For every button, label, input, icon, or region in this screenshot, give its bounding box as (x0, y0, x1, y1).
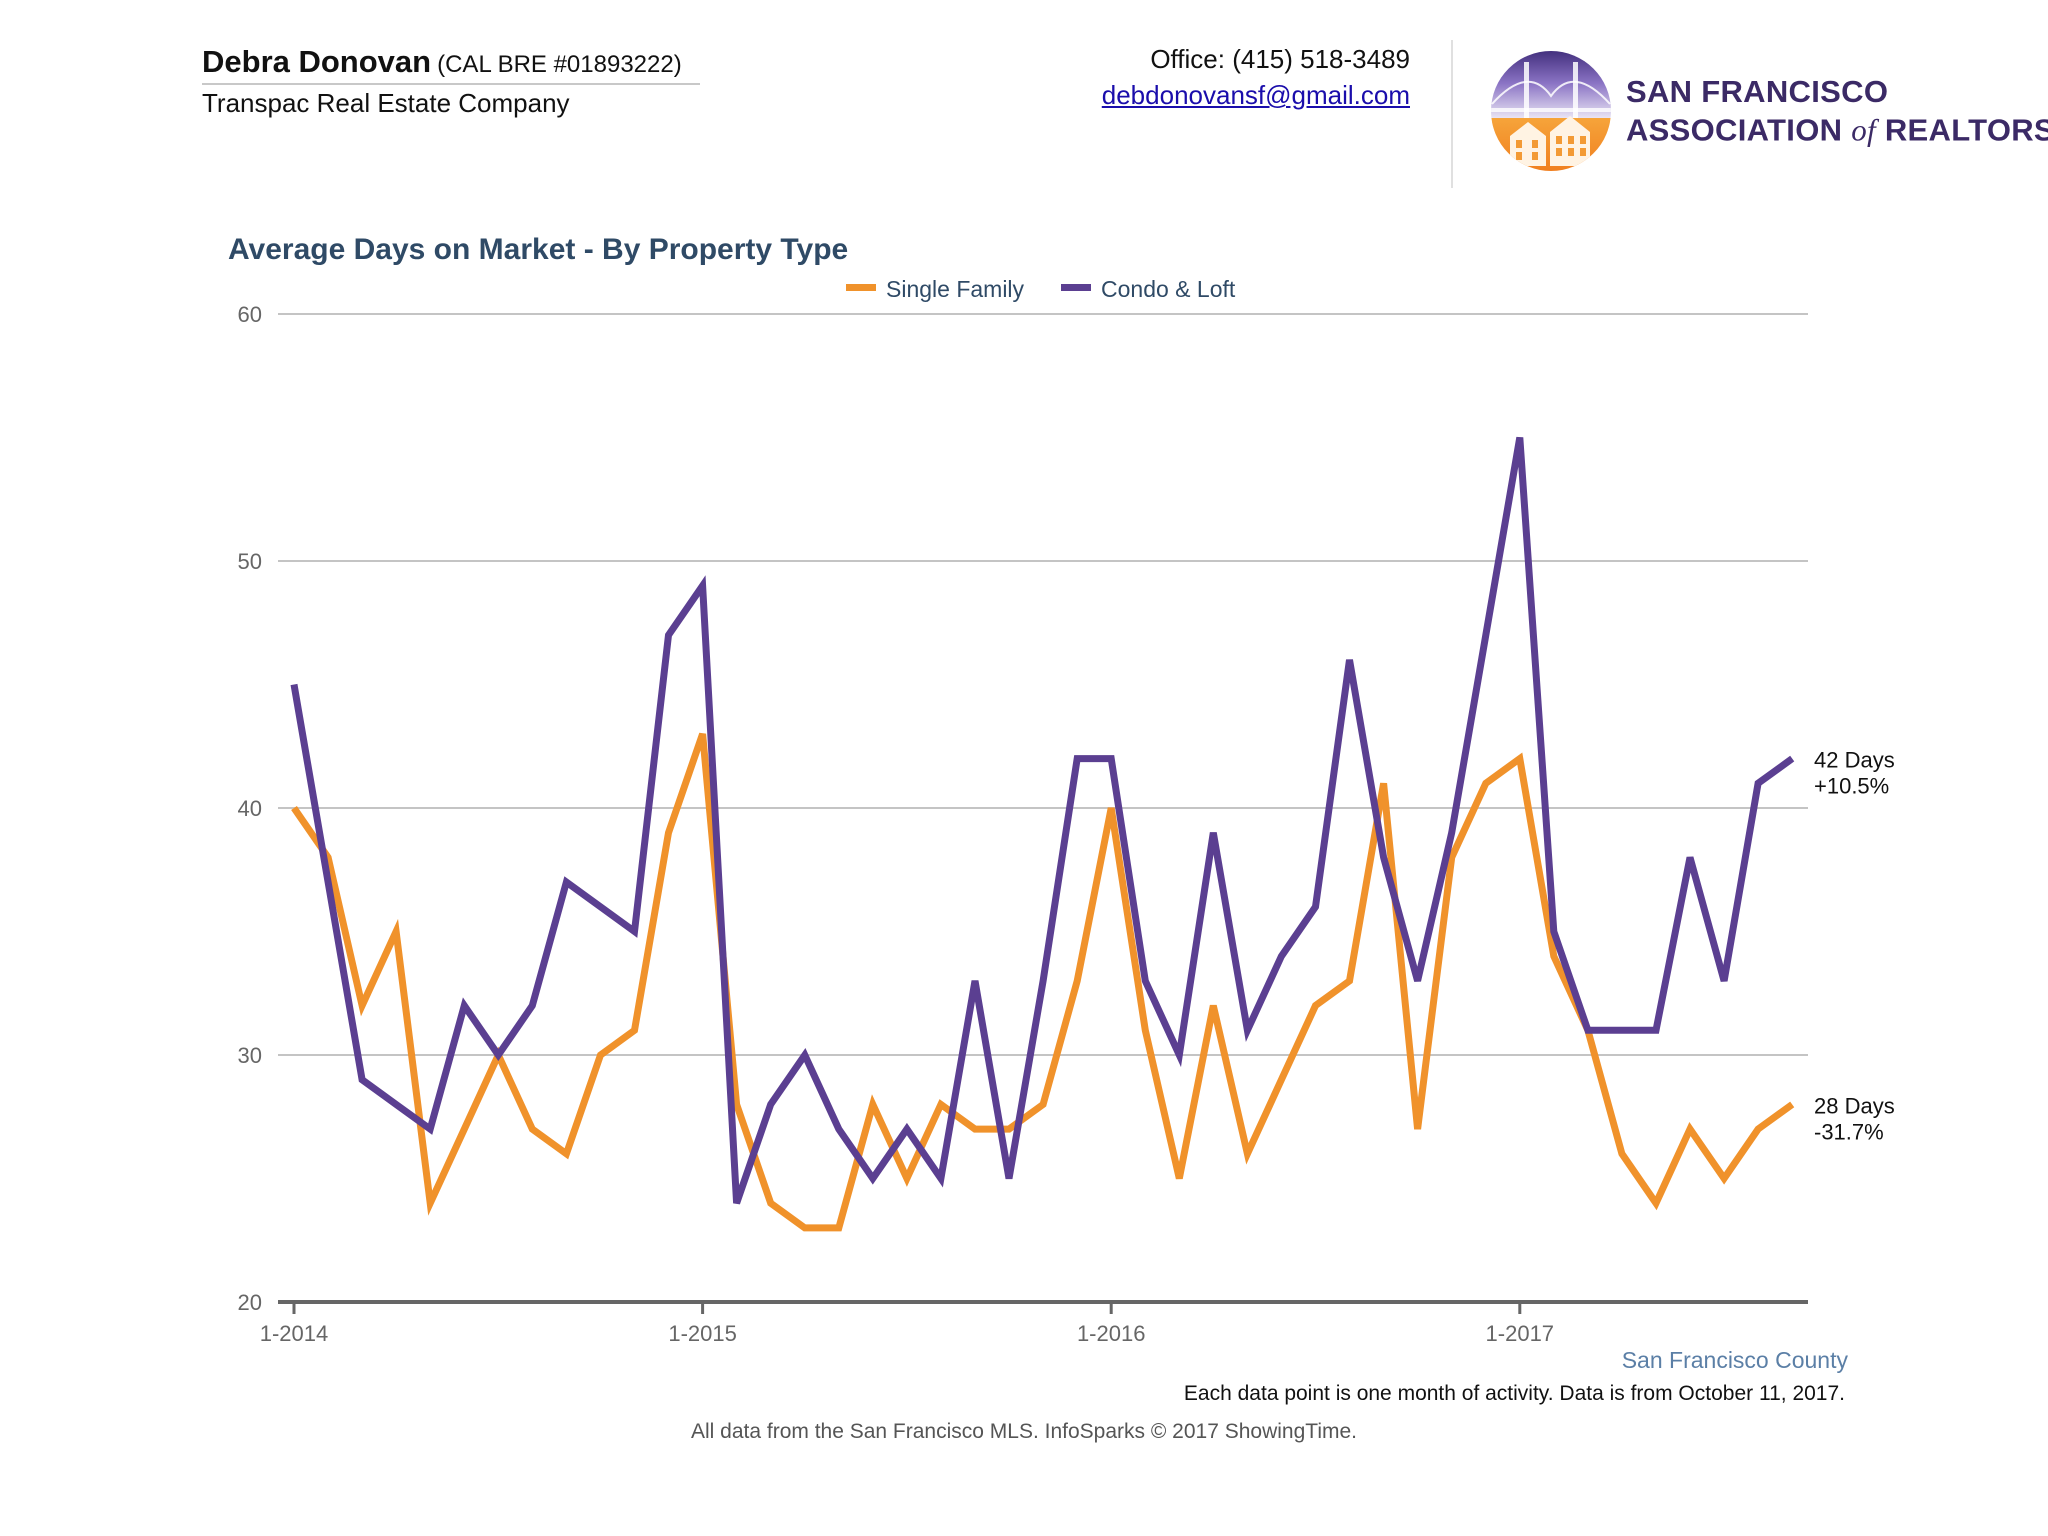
series-end-labels: 28 Days-31.7% 42 Days+10.5% (1814, 748, 1895, 1145)
series-line-single-family (291, 732, 1795, 1232)
golden-gate-bridge-houses-logo-icon (1491, 51, 1611, 171)
y-axis-ticks: 20 30 40 50 60 (238, 302, 262, 1315)
agent-name-underline (202, 83, 700, 85)
x-axis: 1-2014 1-2015 1-2016 1-2017 (260, 1300, 1808, 1346)
logo-realtors: REALTORS (1884, 112, 2048, 148)
x-tick-label: 1-2015 (668, 1321, 737, 1346)
chart-legend: Single Family Condo & Loft (846, 276, 1236, 302)
end-label-value: 42 Days (1814, 748, 1895, 773)
x-tick-label: 1-2016 (1077, 1321, 1146, 1346)
series-line-condo-loft (290, 436, 1795, 1205)
agent-license: (CAL BRE #01893222) (437, 51, 682, 78)
end-label-value: 28 Days (1814, 1093, 1895, 1118)
report-header: Debra Donovan (CAL BRE #01893222) Transpa… (0, 0, 2048, 200)
chart-gridlines (278, 313, 1808, 1056)
header-divider (1451, 40, 1453, 188)
series-lines (290, 436, 1795, 1232)
agent-name-text: Debra Donovan (202, 44, 432, 79)
y-tick-label-50: 50 (238, 549, 262, 574)
y-tick-label-20: 20 (238, 1290, 262, 1315)
region-label: San Francisco County (1622, 1347, 1849, 1373)
email-link[interactable]: debdonovansf@gmail.com (1101, 80, 1410, 110)
end-label-change: +10.5% (1814, 774, 1889, 799)
logo-of: of (1851, 112, 1876, 148)
legend-label-condo-loft: Condo & Loft (1101, 276, 1236, 302)
y-tick-label-60: 60 (238, 302, 262, 327)
office-phone: Office: (415) 518-3489 (1150, 44, 1410, 74)
logo-line-1: SAN FRANCISCO (1626, 74, 1889, 109)
legend-swatch-single-family (846, 284, 876, 291)
y-tick-label-30: 30 (238, 1043, 262, 1068)
y-tick-label-40: 40 (238, 796, 262, 821)
chart-footnote: Each data point is one month of activity… (1183, 1382, 1845, 1405)
x-tick-label: 1-2014 (260, 1321, 329, 1346)
legend-label-single-family: Single Family (886, 276, 1025, 302)
legend-swatch-condo-loft (1061, 284, 1091, 291)
logo-association: ASSOCIATION (1626, 112, 1843, 148)
x-tick-label: 1-2017 (1486, 1321, 1555, 1346)
end-label-change: -31.7% (1814, 1119, 1884, 1144)
agent-name: Debra Donovan (CAL BRE #01893222) (202, 44, 682, 80)
logo-line-2: ASSOCIATION of REALTORS® (1626, 109, 2048, 147)
agent-company: Transpac Real Estate Company (202, 88, 570, 118)
chart-title: Average Days on Market - By Property Typ… (228, 233, 848, 266)
sfar-logo-text: SAN FRANCISCO ASSOCIATION of REALTORS® (1626, 74, 2048, 147)
source-note: All data from the San Francisco MLS. Inf… (690, 1420, 1357, 1443)
